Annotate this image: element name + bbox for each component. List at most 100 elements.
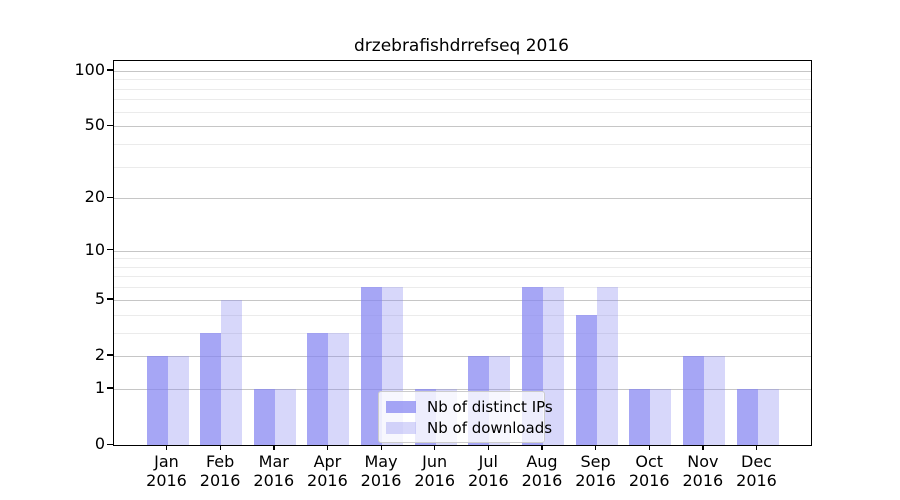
x-tick <box>487 445 490 451</box>
x-tick-label-line: Feb <box>205 452 235 471</box>
x-tick-label: Nov 2016 <box>668 452 738 490</box>
x-tick-label-line: 2016 <box>467 471 509 490</box>
x-tick-label-line: 2016 <box>521 471 563 490</box>
x-tick-label-line: 2016 <box>736 471 777 490</box>
bar-distinct-ips <box>253 388 275 445</box>
gridline-minor <box>114 266 811 268</box>
x-tick-label: Sep 2016 <box>561 452 631 490</box>
gridline-minor <box>114 258 811 260</box>
gridline-minor <box>114 276 811 278</box>
x-tick-label: May 2016 <box>346 452 416 490</box>
gridline-minor <box>114 332 811 334</box>
x-tick-label-line: Nov <box>687 452 719 471</box>
bar-downloads <box>542 287 564 445</box>
x-tick-label-line: Apr <box>313 452 342 471</box>
bar-distinct-ips <box>307 332 329 445</box>
x-tick <box>702 445 704 451</box>
legend-label-downloads: Nb of downloads <box>427 418 553 437</box>
bar-distinct-ips <box>361 287 383 445</box>
gridline-minor <box>114 99 811 101</box>
bar-downloads <box>167 355 189 445</box>
bar-downloads <box>274 388 296 445</box>
x-tick <box>541 445 543 451</box>
x-tick <box>273 445 275 451</box>
gridline-major <box>114 250 811 252</box>
x-tick-label-line: 2016 <box>199 471 241 490</box>
bar-downloads <box>703 355 725 445</box>
x-tick-label: Jul 2016 <box>453 452 523 490</box>
bar-downloads <box>757 388 779 445</box>
gridline-minor <box>114 166 811 168</box>
x-tick-label-line: 2016 <box>575 471 616 490</box>
x-tick-label-line: Sep <box>580 452 611 471</box>
x-tick-label: Jun 2016 <box>400 452 470 490</box>
bar-downloads <box>596 287 618 445</box>
x-tick <box>595 445 597 451</box>
x-tick-label-line: Jul <box>478 452 498 471</box>
x-tick-label-line: Jan <box>154 452 179 471</box>
gridline-minor <box>114 287 811 289</box>
x-tick-label: Aug 2016 <box>507 452 577 490</box>
x-tick <box>756 445 758 451</box>
x-tick-label-line: Aug <box>526 452 558 471</box>
x-tick-label: Feb 2016 <box>185 452 255 490</box>
gridline-minor <box>114 111 811 113</box>
x-tick <box>380 445 382 451</box>
y-tick-label: 1 <box>94 377 105 397</box>
bar-distinct-ips <box>575 314 597 445</box>
x-tick-label: Apr 2016 <box>292 452 362 490</box>
bar-downloads <box>221 299 243 445</box>
x-tick-label-line: 2016 <box>360 471 402 490</box>
x-tick <box>166 445 168 451</box>
x-tick <box>648 445 651 451</box>
x-tick-label-line: Jun <box>422 452 448 471</box>
bars-layer <box>114 61 811 445</box>
gridline-minor <box>114 314 811 316</box>
grid-layer <box>114 61 811 445</box>
x-tick-label-line: Oct <box>635 452 664 471</box>
gridline-minor <box>114 143 811 145</box>
bar-distinct-ips <box>736 388 758 445</box>
y-tick-label: 5 <box>94 288 105 308</box>
x-tick-label: Mar 2016 <box>239 452 309 490</box>
bar-distinct-ips <box>146 355 168 445</box>
x-tick <box>219 445 221 451</box>
y-tick-label: 10 <box>84 239 105 259</box>
legend-item-downloads: Nb of downloads <box>379 417 552 438</box>
x-tick-label: Jan 2016 <box>132 452 202 490</box>
x-tick <box>434 445 436 451</box>
x-tick-label-line: 2016 <box>682 471 724 490</box>
x-tick-label-line: Mar <box>258 452 289 471</box>
x-tick-label-line: 2016 <box>307 471 348 490</box>
y-tick-label: 100 <box>74 59 105 79</box>
legend-swatch-distinct-ips <box>386 400 416 413</box>
bar-downloads <box>650 388 672 445</box>
x-tick-label-line: Dec <box>741 452 772 471</box>
gridline-major <box>114 355 811 357</box>
gridline-major <box>114 299 811 301</box>
plot-area <box>113 60 812 446</box>
legend-item-distinct-ips: Nb of distinct IPs <box>379 396 553 417</box>
y-tick-label: 20 <box>84 187 105 207</box>
bar-downloads <box>328 332 350 445</box>
gridline-minor <box>114 88 811 90</box>
x-tick-label-line: May <box>364 452 398 471</box>
y-tick-label: 50 <box>84 115 105 135</box>
bar-distinct-ips <box>682 355 704 445</box>
bar-distinct-ips <box>200 332 222 445</box>
x-tick-label-line: 2016 <box>628 471 670 490</box>
x-tick-label: Oct 2016 <box>614 452 684 490</box>
x-tick-label: Dec 2016 <box>722 452 792 490</box>
y-tick-label: 2 <box>94 344 105 364</box>
gridline-minor <box>114 79 811 81</box>
x-tick-label-line: 2016 <box>253 471 295 490</box>
bar-distinct-ips <box>629 388 651 445</box>
x-tick-label-line: 2016 <box>146 471 187 490</box>
gridline-major <box>114 70 811 72</box>
y-tick-label: 0 <box>94 434 105 453</box>
gridline-major <box>114 126 811 128</box>
gridline-major <box>114 388 811 390</box>
legend-label-distinct-ips: Nb of distinct IPs <box>427 397 553 416</box>
gridline-major <box>114 198 811 200</box>
